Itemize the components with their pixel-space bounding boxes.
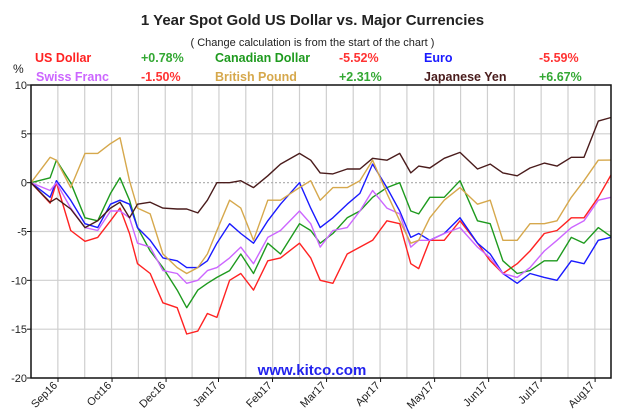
y-tick-label: 10 <box>15 80 27 92</box>
legend-label-us-dollar: US Dollar <box>35 51 92 65</box>
legend-change-canadian-dollar: -5.52% <box>339 51 379 65</box>
x-tick-label: Apr17 <box>353 380 382 409</box>
x-tick-label: Sep16 <box>29 380 60 411</box>
y-axis-label: % <box>13 62 24 76</box>
legend-label-british-pound: British Pound <box>215 70 297 84</box>
series-line-japanese-yen <box>30 116 612 229</box>
x-tick-label: Jun17 <box>461 380 491 410</box>
legend-change-euro: -5.59% <box>539 51 579 65</box>
watermark-kitco: www.kitco.com <box>257 362 367 379</box>
x-tick-label: May17 <box>405 380 437 412</box>
x-tick-label: Mar17 <box>298 380 329 411</box>
x-tick-label: Jan17 <box>191 380 221 410</box>
legend-change-swiss-franc: -1.50% <box>141 70 181 84</box>
y-tick-label: 5 <box>21 129 27 141</box>
y-tick-label: -20 <box>11 373 27 385</box>
chart-subtitle: ( Change calculation is from the start o… <box>190 37 435 49</box>
x-tick-label: Jul17 <box>516 380 543 407</box>
chart-title: 1 Year Spot Gold US Dollar vs. Major Cur… <box>140 12 485 29</box>
series-line-swiss-franc <box>30 181 612 284</box>
legend-label-japanese-yen: Japanese Yen <box>424 70 507 84</box>
legend-label-euro: Euro <box>424 51 453 65</box>
legend-change-us-dollar: +0.78% <box>141 51 184 65</box>
legend-label-swiss-franc: Swiss Franc <box>36 70 109 84</box>
series-line-canadian-dollar <box>30 159 612 309</box>
legend-label-canadian-dollar: Canadian Dollar <box>215 51 311 65</box>
series-line-us-dollar <box>30 174 612 335</box>
series-line-british-pound <box>30 136 612 275</box>
y-tick-label: -5 <box>17 227 27 239</box>
x-tick-label: Oct16 <box>85 380 114 409</box>
x-tick-label: Aug17 <box>566 380 597 411</box>
y-tick-label: -15 <box>11 324 27 336</box>
y-tick-label: 0 <box>21 178 27 190</box>
legend-change-japanese-yen: +6.67% <box>539 70 582 84</box>
legend-change-british-pound: +2.31% <box>339 70 382 84</box>
y-tick-label: -10 <box>11 275 27 287</box>
x-tick-label: Feb17 <box>244 380 275 411</box>
x-tick-label: Dec16 <box>137 380 168 411</box>
series-line-euro <box>30 163 612 284</box>
